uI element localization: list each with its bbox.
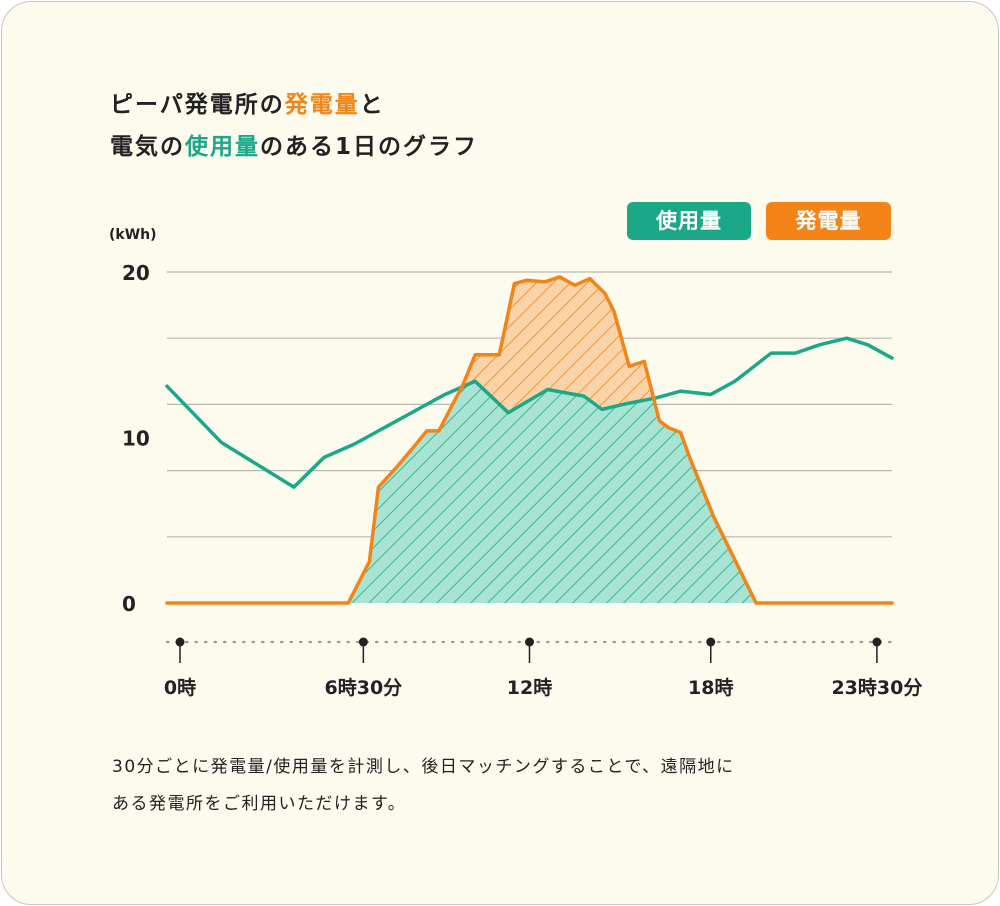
title-text: ピーパ発電所の — [110, 92, 285, 118]
y-tick-label: 0 — [122, 592, 136, 616]
y-tick-label: 10 — [122, 427, 150, 451]
usage-series-line — [165, 336, 894, 489]
caption-line-1: 30分ごとに発電量/使用量を計測し、後日マッチングすることで、遠隔地に — [112, 757, 735, 777]
title-text: と — [359, 92, 385, 118]
x-tick-label: 23時30分 — [831, 677, 922, 699]
x-tick-label: 18時 — [688, 677, 733, 699]
chart-svg: 0 10 20 (kWh) 0時 6時30分 12時 18時 23時30分 — [109, 227, 922, 699]
legend-usage-badge: 使用量 — [627, 202, 751, 240]
generation-series-line — [165, 275, 894, 605]
chart-caption: 30分ごとに発電量/使用量を計測し、後日マッチングすることで、遠隔地に ある発電… — [112, 749, 892, 823]
legend-generation-badge: 発電量 — [766, 202, 891, 240]
title-line-2: 電気の使用量のある1日のグラフ — [110, 126, 478, 168]
y-axis-label: (kWh) — [109, 227, 157, 243]
x-tick-label: 12時 — [507, 677, 552, 699]
title-usage-highlight: 使用量 — [185, 134, 260, 160]
x-tick-label: 6時30分 — [325, 677, 403, 699]
caption-line-2: ある発電所をご利用いただけます。 — [112, 794, 407, 814]
y-tick-label: 20 — [122, 261, 150, 285]
x-tick-label: 0時 — [164, 677, 196, 699]
chart-title: ピーパ発電所の発電量と 電気の使用量のある1日のグラフ — [110, 84, 478, 168]
title-text: のある1日のグラフ — [260, 134, 479, 160]
title-generation-highlight: 発電量 — [284, 92, 360, 118]
title-line-1: ピーパ発電所の発電量と — [110, 84, 478, 126]
title-text: 電気の — [110, 134, 185, 160]
